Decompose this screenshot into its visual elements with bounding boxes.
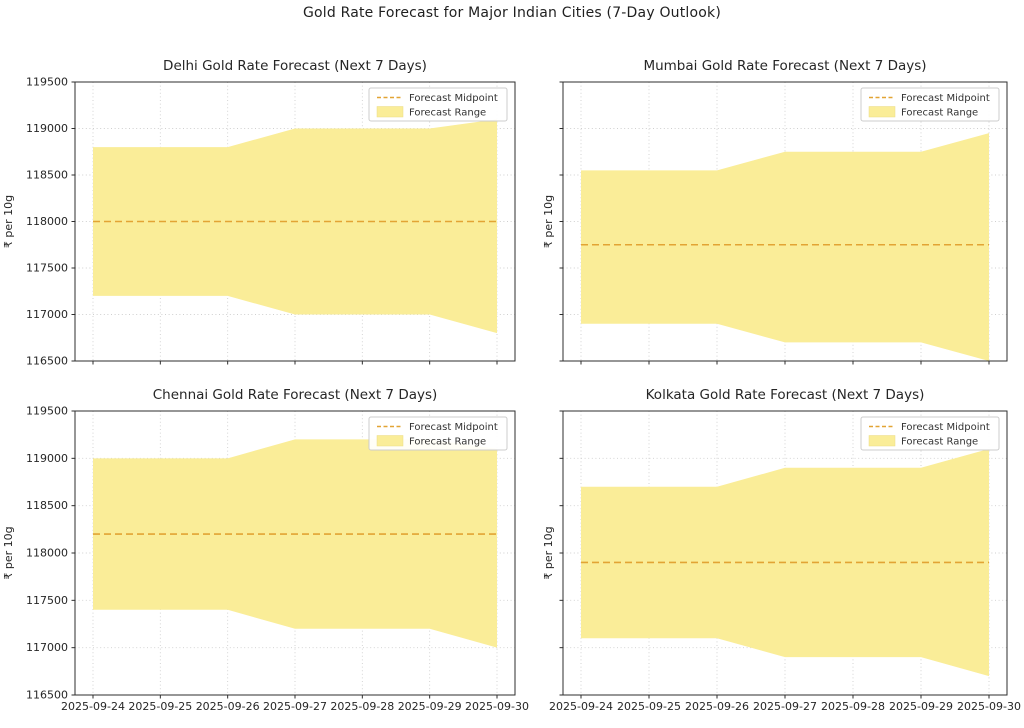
x-tick-label: 2025-09-25 — [128, 700, 192, 713]
y-tick-label: 117000 — [26, 641, 68, 654]
legend-range-label: Forecast Range — [901, 437, 978, 448]
y-axis-label: ₹ per 10g — [2, 195, 15, 248]
x-tick-label: 2025-09-29 — [889, 700, 953, 713]
x-tick-label: 2025-09-28 — [330, 700, 394, 713]
x-tick-label: 2025-09-30 — [465, 700, 529, 713]
y-tick-label: 119000 — [26, 122, 68, 135]
mumbai-subplot: ₹ per 10g Forecast Midpoint Forecast Range — [542, 81, 1008, 365]
legend-range-label: Forecast Range — [409, 437, 486, 448]
delhi-subplot: 116500 117000 117500 118000 118500 119000 1195… — [2, 76, 516, 368]
legend-box — [368, 87, 508, 122]
x-tick-label: 2025-09-26 — [685, 700, 749, 713]
y-tick-label: 116500 — [26, 355, 68, 368]
x-tick-label: 2025-09-30 — [957, 700, 1021, 713]
legend-box — [860, 87, 1000, 122]
x-tick-label: 2025-09-25 — [617, 700, 681, 713]
y-tick-label: 117500 — [26, 594, 68, 607]
y-tick-label: 119000 — [26, 452, 68, 465]
delhi-legend: Forecast Midpoint Forecast Range — [368, 87, 508, 122]
legend-midpoint-label: Forecast Midpoint — [901, 93, 990, 104]
legend-range-label: Forecast Range — [901, 108, 978, 119]
legend-midpoint-label: Forecast Midpoint — [901, 422, 990, 433]
legend-midpoint-label: Forecast Midpoint — [409, 93, 498, 104]
y-tick-label: 118500 — [26, 169, 68, 182]
y-axis-label: ₹ per 10g — [2, 526, 15, 579]
y-tick-label: 116500 — [26, 689, 68, 702]
chennai-subplot: 116500 117000 117500 118000 118500 119000 1195… — [2, 405, 529, 714]
subplot-title-delhi: Delhi Gold Rate Forecast (Next 7 Days) — [163, 58, 427, 74]
x-tick-label: 2025-09-29 — [398, 700, 462, 713]
chennai-legend: Forecast Midpoint Forecast Range — [368, 416, 508, 451]
legend-range-label: Forecast Range — [409, 108, 486, 119]
chennai-forecast-range-band — [93, 439, 497, 648]
y-tick-label: 118500 — [26, 499, 68, 512]
y-tick-label: 119500 — [26, 405, 68, 418]
x-tick-label: 2025-09-24 — [549, 700, 613, 713]
x-tick-label: 2025-09-24 — [61, 700, 125, 713]
y-axis-label: ₹ per 10g — [542, 526, 555, 579]
legend-range-sample — [868, 435, 896, 447]
figure-title: Gold Rate Forecast for Major Indian Citi… — [302, 5, 722, 21]
legend-box — [860, 416, 1000, 451]
subplot-title-mumbai: Mumbai Gold Rate Forecast (Next 7 Days) — [643, 58, 927, 74]
legend-range-sample — [376, 435, 404, 447]
subplot-title-kolkata: Kolkata Gold Rate Forecast (Next 7 Days) — [645, 387, 925, 403]
x-tick-label: 2025-09-27 — [263, 700, 327, 713]
subplot-title-chennai: Chennai Gold Rate Forecast (Next 7 Days) — [152, 387, 438, 403]
y-axis-label: ₹ per 10g — [542, 195, 555, 248]
legend-range-sample — [376, 106, 404, 118]
delhi-forecast-range-band — [93, 119, 497, 334]
x-tick-label: 2025-09-28 — [821, 700, 885, 713]
x-tick-label: 2025-09-26 — [196, 700, 260, 713]
y-tick-label: 118000 — [26, 215, 68, 228]
mumbai-forecast-range-band — [581, 133, 989, 361]
y-tick-label: 119500 — [26, 76, 68, 89]
kolkata-legend: Forecast Midpoint Forecast Range — [860, 416, 1000, 451]
x-tick-label: 2025-09-27 — [753, 700, 817, 713]
y-tick-label: 118000 — [26, 547, 68, 560]
y-tick-label: 117500 — [26, 262, 68, 275]
kolkata-subplot: 2025-09-24 2025-09-25 2025-09-26 2025-09-27… — [542, 410, 1021, 713]
mumbai-legend: Forecast Midpoint Forecast Range — [860, 87, 1000, 122]
y-tick-label: 117000 — [26, 308, 68, 321]
legend-midpoint-label: Forecast Midpoint — [409, 422, 498, 433]
legend-box — [368, 416, 508, 451]
legend-range-sample — [868, 106, 896, 118]
